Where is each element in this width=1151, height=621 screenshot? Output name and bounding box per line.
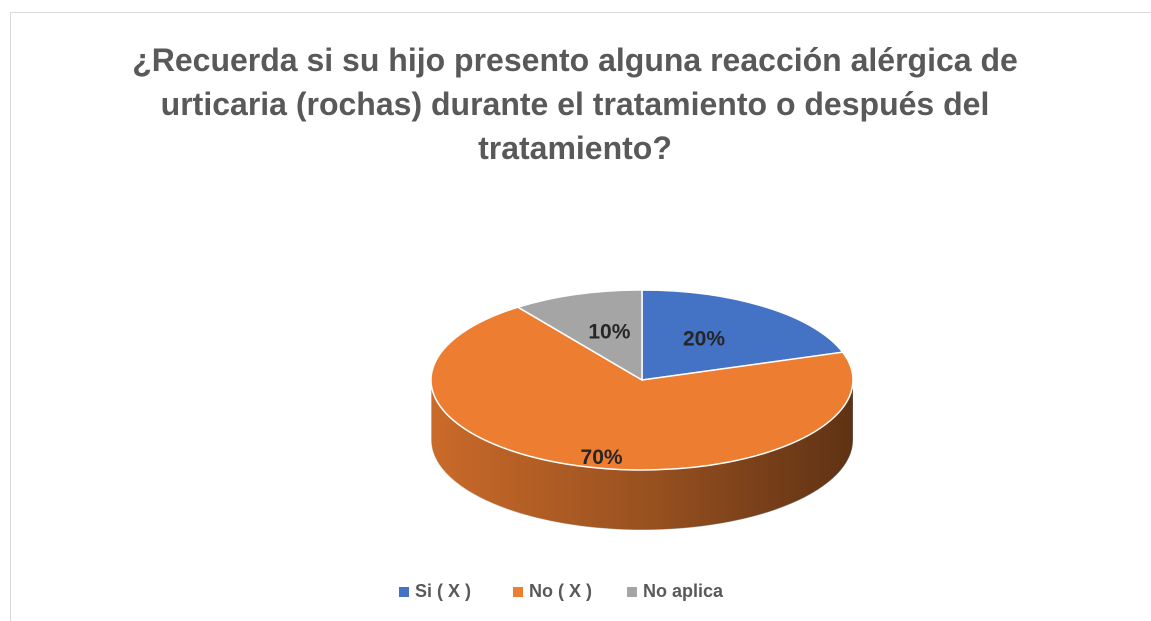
pie-slice xyxy=(430,306,854,471)
legend-swatch xyxy=(513,587,523,597)
legend-label: No aplica xyxy=(643,581,724,601)
data-label: 20% xyxy=(683,328,725,351)
pie-side-shade xyxy=(431,380,853,530)
legend-swatch xyxy=(399,587,409,597)
pie-slice xyxy=(516,289,643,382)
chart-frame xyxy=(10,12,1151,621)
chart-title: ¿Recuerda si su hijo presento alguna rea… xyxy=(132,42,1018,166)
data-label: 10% xyxy=(588,320,630,343)
legend-label: Si ( X ) xyxy=(415,581,471,601)
data-label: 70% xyxy=(581,446,623,469)
legend-swatch xyxy=(627,587,637,597)
pie-slice xyxy=(641,289,845,381)
legend-label: No ( X ) xyxy=(529,581,592,601)
